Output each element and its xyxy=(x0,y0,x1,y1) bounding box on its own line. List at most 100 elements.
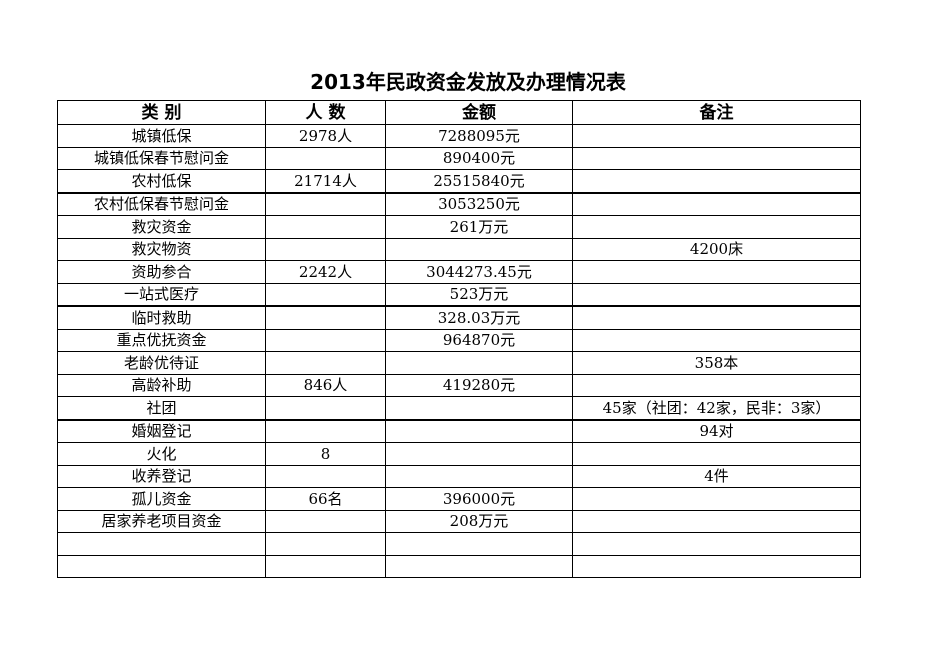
count-cell xyxy=(265,305,386,330)
count-cell xyxy=(265,532,386,556)
remarks-cell xyxy=(572,532,861,556)
count-cell xyxy=(265,192,386,216)
table-row: 救灾资金 261万元 xyxy=(57,215,861,239)
remarks-cell xyxy=(572,509,861,533)
remarks-cell: 358本 xyxy=(572,351,861,375)
header-row: 类 别 人 数 金额 备注 xyxy=(57,100,861,125)
category-cell: 孤儿资金 xyxy=(57,487,266,511)
amount-cell xyxy=(385,419,573,443)
count-cell xyxy=(265,396,386,421)
count-cell: 2978人 xyxy=(265,124,386,148)
count-cell xyxy=(265,509,386,533)
count-cell xyxy=(265,215,386,239)
remarks-cell: 45家（社团：42家，民非：3家） xyxy=(572,396,861,421)
remarks-cell xyxy=(572,282,861,307)
table-row: 婚姻登记 94对 xyxy=(57,419,861,443)
table-row: 社团 45家（社团：42家，民非：3家） xyxy=(57,396,861,421)
page-title: 2013年民政资金发放及办理情况表 xyxy=(310,70,626,94)
amount-cell: 208万元 xyxy=(385,509,573,533)
table-row: 居家养老项目资金 208万元 xyxy=(57,509,861,533)
count-cell xyxy=(265,464,386,488)
category-cell: 农村低保春节慰问金 xyxy=(57,192,266,216)
remarks-cell xyxy=(572,146,861,170)
remarks-cell xyxy=(572,328,861,352)
amount-cell: 419280元 xyxy=(385,373,573,397)
amount-cell: 523万元 xyxy=(385,282,573,307)
table-row: 老龄优待证 358本 xyxy=(57,351,861,375)
category-cell: 资助参合 xyxy=(57,260,266,284)
amount-cell xyxy=(385,532,573,556)
table-row: 临时救助 328.03万元 xyxy=(57,305,861,330)
count-cell xyxy=(265,554,386,578)
table-row: 农村低保春节慰问金 3053250元 xyxy=(57,192,861,216)
count-cell: 66名 xyxy=(265,487,386,511)
amount-cell: 396000元 xyxy=(385,487,573,511)
category-cell: 农村低保 xyxy=(57,169,266,194)
table-row: 农村低保 21714人 25515840元 xyxy=(57,169,861,194)
remarks-cell xyxy=(572,373,861,397)
amount-cell: 7288095元 xyxy=(385,124,573,148)
category-cell: 收养登记 xyxy=(57,464,266,488)
category-cell xyxy=(57,554,266,578)
amount-cell xyxy=(385,351,573,375)
count-cell xyxy=(265,146,386,170)
table-row: 城镇低保 2978人 7288095元 xyxy=(57,124,861,148)
category-cell xyxy=(57,532,266,556)
remarks-cell xyxy=(572,305,861,330)
table-row xyxy=(57,532,861,556)
category-cell: 居家养老项目资金 xyxy=(57,509,266,533)
category-cell: 一站式医疗 xyxy=(57,282,266,307)
amount-cell: 890400元 xyxy=(385,146,573,170)
table-row: 资助参合 2242人 3044273.45元 xyxy=(57,260,861,284)
amount-cell xyxy=(385,396,573,421)
table-row: 高龄补助 846人 419280元 xyxy=(57,373,861,397)
remarks-cell xyxy=(572,442,861,466)
remarks-cell xyxy=(572,554,861,578)
table-row: 收养登记 4件 xyxy=(57,464,861,488)
amount-cell xyxy=(385,554,573,578)
amount-cell: 25515840元 xyxy=(385,169,573,194)
table-row: 重点优抚资金 964870元 xyxy=(57,328,861,352)
remarks-cell: 4200床 xyxy=(572,237,861,261)
amount-cell: 261万元 xyxy=(385,215,573,239)
table-row xyxy=(57,554,861,578)
header-amount: 金额 xyxy=(385,100,573,125)
header-remarks: 备注 xyxy=(572,100,861,125)
header-count: 人 数 xyxy=(265,100,386,125)
remarks-cell: 4件 xyxy=(572,464,861,488)
remarks-cell xyxy=(572,487,861,511)
table-row: 一站式医疗 523万元 xyxy=(57,282,861,307)
remarks-cell: 94对 xyxy=(572,419,861,443)
category-cell: 临时救助 xyxy=(57,305,266,330)
count-cell xyxy=(265,282,386,307)
amount-cell xyxy=(385,442,573,466)
category-cell: 救灾资金 xyxy=(57,215,266,239)
data-table: 类 别 人 数 金额 备注 城镇低保 2978人 7288095元 城镇低保春节慰问金… xyxy=(57,100,861,578)
category-cell: 老龄优待证 xyxy=(57,351,266,375)
amount-cell: 3044273.45元 xyxy=(385,260,573,284)
count-cell xyxy=(265,237,386,261)
category-cell: 重点优抚资金 xyxy=(57,328,266,352)
count-cell: 8 xyxy=(265,442,386,466)
count-cell xyxy=(265,328,386,352)
amount-cell xyxy=(385,237,573,261)
remarks-cell xyxy=(572,192,861,216)
table-row: 城镇低保春节慰问金 890400元 xyxy=(57,146,861,170)
remarks-cell xyxy=(572,169,861,194)
amount-cell xyxy=(385,464,573,488)
category-cell: 社团 xyxy=(57,396,266,421)
count-cell: 21714人 xyxy=(265,169,386,194)
category-cell: 城镇低保 xyxy=(57,124,266,148)
table-row: 孤儿资金 66名 396000元 xyxy=(57,487,861,511)
count-cell: 846人 xyxy=(265,373,386,397)
category-cell: 火化 xyxy=(57,442,266,466)
header-category: 类 别 xyxy=(57,100,266,125)
amount-cell: 328.03万元 xyxy=(385,305,573,330)
category-cell: 婚姻登记 xyxy=(57,419,266,443)
amount-cell: 3053250元 xyxy=(385,192,573,216)
table-row: 救灾物资 4200床 xyxy=(57,237,861,261)
category-cell: 城镇低保春节慰问金 xyxy=(57,146,266,170)
category-cell: 高龄补助 xyxy=(57,373,266,397)
amount-cell: 964870元 xyxy=(385,328,573,352)
remarks-cell xyxy=(572,124,861,148)
